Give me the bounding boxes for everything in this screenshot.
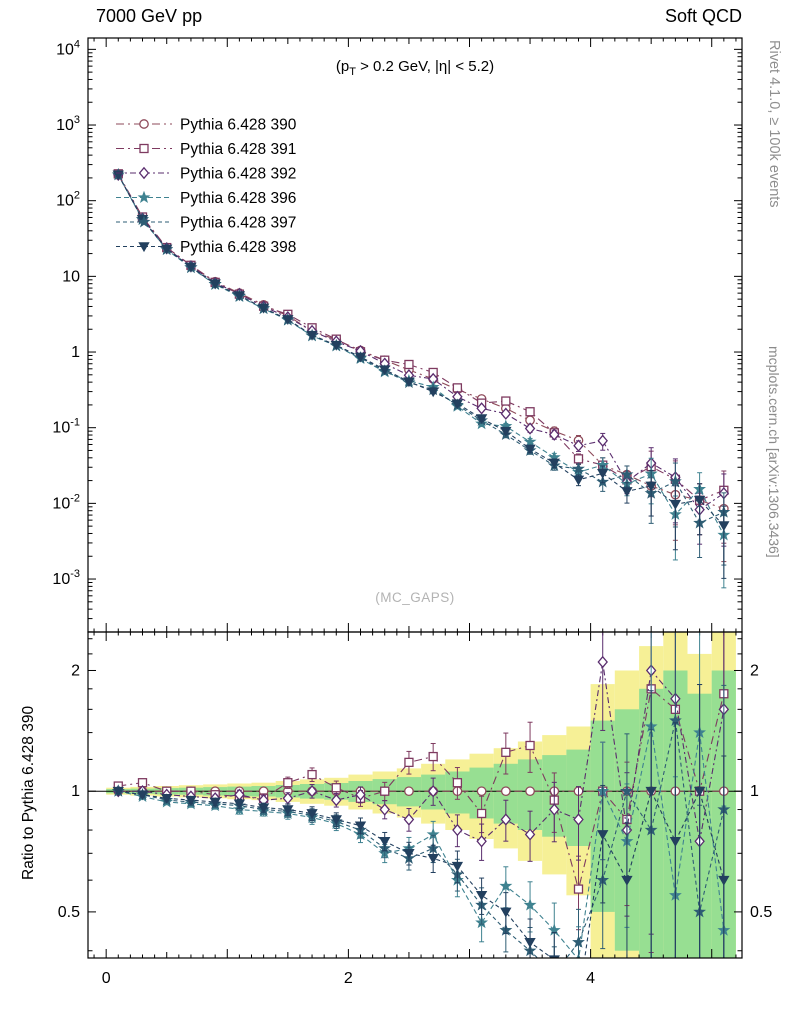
analysis-watermark: (MC_GAPS) <box>375 590 455 605</box>
legend-label: Pythia 6.428 397 <box>180 215 296 232</box>
svg-text:2: 2 <box>750 662 759 679</box>
svg-text:2: 2 <box>344 970 353 987</box>
legend: Pythia 6.428 390 Pythia 6.428 391 Pythia 6… <box>116 117 297 256</box>
legend-label: Pythia 6.428 396 <box>180 190 296 207</box>
legend-label: Pythia 6.428 392 <box>180 166 296 183</box>
rivet-version-label: Rivet 4.1.0, ≥ 100k events <box>766 40 782 208</box>
svg-text:4: 4 <box>586 970 595 987</box>
legend-label: Pythia 6.428 390 <box>180 117 297 134</box>
legend-label: Pythia 6.428 391 <box>180 141 296 158</box>
process-group-label: Soft QCD <box>664 6 742 26</box>
main-series <box>111 168 731 589</box>
svg-text:103: 103 <box>56 114 80 134</box>
legend-label: Pythia 6.428 398 <box>180 239 296 256</box>
svg-text:1: 1 <box>71 783 80 800</box>
cut-annotation-sub: T <box>349 66 356 78</box>
ratio-axis-label: Ratio to Pythia 6.428 390 <box>20 705 37 880</box>
svg-text:1: 1 <box>71 344 80 361</box>
svg-text:0.5: 0.5 <box>58 904 80 921</box>
svg-text:0.5: 0.5 <box>750 904 772 921</box>
cut-annotation-pre: (p <box>335 58 350 75</box>
svg-text:1: 1 <box>750 783 759 800</box>
svg-text:0: 0 <box>102 970 111 987</box>
svg-text:10: 10 <box>62 268 80 285</box>
ratio-panel-frame <box>87 631 743 959</box>
uncertainty-bands <box>106 632 736 958</box>
svg-text:10-1: 10-1 <box>52 417 80 437</box>
svg-text:104: 104 <box>56 38 80 58</box>
svg-text:102: 102 <box>56 190 80 210</box>
beam-energy-label: 7000 GeV pp <box>96 6 203 26</box>
cut-annotation-post: > 0.2 GeV, |η| < 5.2) <box>355 58 495 75</box>
svg-text:2: 2 <box>71 662 80 679</box>
svg-text:10-3: 10-3 <box>52 568 80 588</box>
ratio-series <box>111 632 731 958</box>
cut-annotation: (pT > 0.2 GeV, |η| < 5.2) <box>88 58 742 78</box>
mcplots-credit-label: mcplots.cern.ch [arXiv:1306.3436] <box>766 346 782 558</box>
svg-text:10-2: 10-2 <box>52 492 80 512</box>
